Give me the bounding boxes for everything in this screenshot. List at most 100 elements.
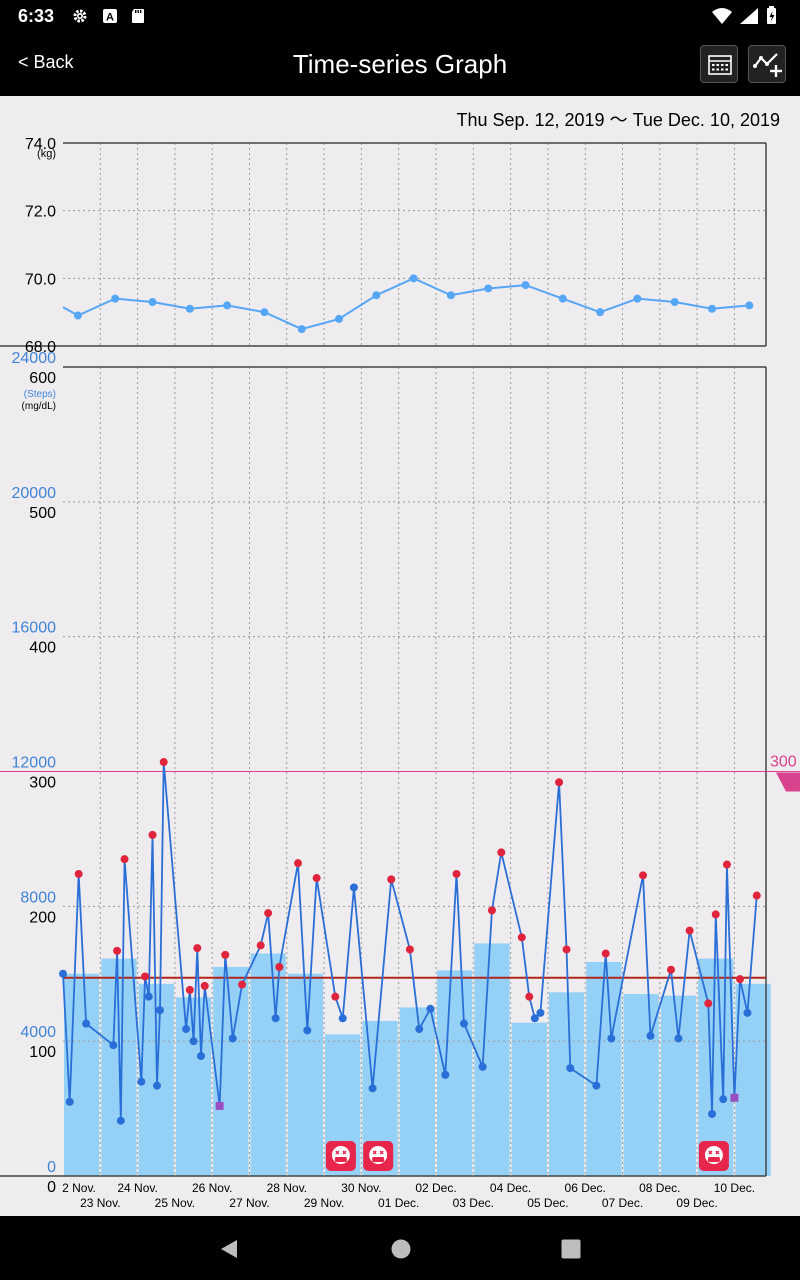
glucose-high-point <box>113 946 122 955</box>
steps-bar <box>250 953 286 1176</box>
steps-bar <box>548 992 585 1176</box>
glucose-high-point <box>711 910 720 919</box>
x-tick-bottom: 27 Nov. <box>229 1196 269 1210</box>
glucose-y-tick: 400 <box>29 640 56 657</box>
steps-bar <box>735 983 771 1176</box>
wifi-icon <box>712 8 732 24</box>
steps-bar <box>623 993 659 1176</box>
sick-face-icon <box>363 1141 394 1171</box>
table-view-icon <box>708 55 732 75</box>
back-button[interactable]: < Back <box>18 52 74 72</box>
glucose-high-point <box>704 999 713 1008</box>
status-bar: 6:33 A <box>0 0 800 32</box>
weight-series-line <box>62 277 750 331</box>
page-title: Time-series Graph <box>292 49 508 79</box>
glucose-high-point <box>452 869 461 878</box>
a-badge-icon: A <box>103 9 117 24</box>
sick-face-icon <box>325 1141 356 1171</box>
weight-point <box>148 298 157 307</box>
glucose-point <box>303 1026 312 1035</box>
glucose-high-point <box>238 980 247 989</box>
glucose-high-point <box>722 860 731 869</box>
date-range[interactable]: Thu Sep. 12, 2019 〜 Tue Dec. 10, 2019 <box>456 110 780 130</box>
glucose-high-point <box>525 992 534 1001</box>
glucose-point <box>646 1031 655 1040</box>
recents-square-icon[interactable] <box>560 1238 582 1260</box>
glucose-high-point <box>264 909 273 918</box>
gear-icon <box>73 9 87 23</box>
glucose-point <box>607 1034 616 1043</box>
glucose-high-point <box>159 758 168 767</box>
glucose-high-point <box>685 926 694 935</box>
glucose-point <box>415 1025 424 1034</box>
glucose-high-point <box>120 855 129 864</box>
glucose-marker-point <box>215 1101 224 1110</box>
back-triangle-icon[interactable] <box>218 1238 240 1260</box>
glucose-high-point <box>666 965 675 974</box>
steps-y-tick: 8000 <box>20 889 56 906</box>
weight-point <box>484 284 493 293</box>
steps-y-tick: 0 <box>47 1159 56 1176</box>
glucose-point <box>459 1019 468 1028</box>
weight-point <box>372 291 381 300</box>
glucose-high-point <box>331 992 340 1001</box>
glucose-high-point <box>555 778 564 787</box>
x-tick-top: 10 Dec. <box>714 1181 755 1195</box>
weight-point <box>335 314 344 323</box>
glucose-high-point <box>487 906 496 915</box>
weight-point <box>558 294 567 303</box>
threshold-marker-icon <box>776 772 800 792</box>
table-view-button[interactable] <box>700 45 738 83</box>
glucose-unit: (mg/dL) <box>22 401 56 412</box>
steps-y-tick: 16000 <box>12 620 57 637</box>
x-tick-bottom: 29 Nov. <box>304 1196 344 1210</box>
weight-point <box>446 291 455 300</box>
x-tick-bottom: 09 Dec. <box>676 1196 717 1210</box>
glucose-point <box>65 1097 74 1106</box>
graph-content: Thu Sep. 12, 2019 〜 Tue Dec. 10, 2019 74… <box>0 96 800 1216</box>
glucose-high-point <box>185 985 194 994</box>
glucose-point <box>536 1008 545 1017</box>
add-graph-button[interactable] <box>748 45 786 83</box>
weight-y-tick: 70.0 <box>25 271 56 288</box>
glucose-y-tick: 100 <box>29 1044 56 1061</box>
steps-bar <box>586 961 622 1176</box>
charts-canvas[interactable]: 74.072.070.068.0(kg)30024000200001600012… <box>0 96 800 1216</box>
glucose-high-point <box>562 945 571 954</box>
glucose-point <box>271 1014 280 1023</box>
glucose-point <box>743 1008 752 1017</box>
weight-point <box>111 294 120 303</box>
glucose-point <box>338 1014 347 1023</box>
glucose-point <box>144 992 153 1001</box>
glucose-high-point <box>148 830 157 839</box>
x-tick-bottom: 01 Dec. <box>378 1196 419 1210</box>
event-icon-mask <box>372 1157 385 1162</box>
weight-y-tick: 68.0 <box>25 339 56 356</box>
glucose-y-tick: 500 <box>29 505 56 522</box>
add-graph-icon <box>753 53 782 77</box>
x-tick-bottom: 05 Dec. <box>527 1196 568 1210</box>
event-icon-mask <box>334 1157 347 1162</box>
battery-icon <box>767 6 776 24</box>
x-tick-bottom: 03 Dec. <box>453 1196 494 1210</box>
x-tick-top: 24 Nov. <box>117 1181 157 1195</box>
glucose-point <box>708 1109 717 1118</box>
x-tick-top: 06 Dec. <box>565 1181 606 1195</box>
x-tick-top: 04 Dec. <box>490 1181 531 1195</box>
glucose-y-tick: 600 <box>29 370 56 387</box>
glucose-y-tick: 200 <box>29 909 56 926</box>
home-circle-icon[interactable] <box>390 1238 412 1260</box>
glucose-point <box>349 883 358 892</box>
steps-bar <box>64 973 100 1176</box>
weight-y-tick: 74.0 <box>25 136 56 153</box>
weight-point <box>596 308 605 317</box>
weight-point <box>521 281 530 290</box>
glucose-high-point <box>74 869 83 878</box>
status-right-icons <box>712 6 776 24</box>
x-tick-top: 08 Dec. <box>639 1181 680 1195</box>
steps-bar <box>660 995 697 1176</box>
glucose-point <box>197 1051 206 1060</box>
glucose-high-point <box>601 949 610 958</box>
glucose-point <box>674 1034 683 1043</box>
glucose-high-point <box>293 859 302 868</box>
